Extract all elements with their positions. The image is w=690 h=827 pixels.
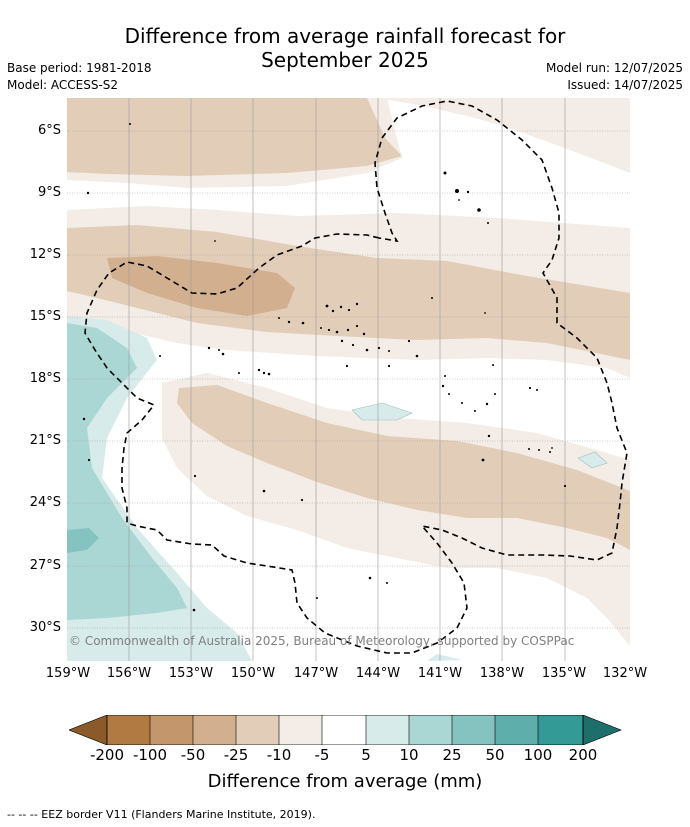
colorbar-tick-10: 50 [485, 746, 505, 764]
lat-label-9s: 9°S [37, 185, 61, 200]
colorbar-swatch-11 [538, 715, 583, 745]
lat-label-18s: 18°S [29, 371, 61, 386]
lon-label-159w: 159°W [45, 666, 91, 681]
colorbar-tick-3: -50 [180, 746, 206, 764]
lon-label-153w: 153°W [168, 666, 214, 681]
lat-label-30s: 30°S [29, 620, 61, 635]
colorbar-swatch-10 [495, 715, 538, 745]
rainfall-map [67, 98, 630, 661]
colorbar-tick-8: 10 [399, 746, 419, 764]
colorbar-tick-6: -5 [314, 746, 330, 764]
islands [82, 123, 567, 612]
lon-label-156w: 156°W [106, 666, 152, 681]
lon-label-147w: 147°W [293, 666, 339, 681]
chart-title: Difference from average rainfall forecas… [0, 24, 690, 72]
colorbar-tick-2: -100 [132, 746, 168, 764]
colorbar-swatch-5 [279, 715, 322, 745]
colorbar-tick-5: -10 [266, 746, 292, 764]
eez-footnote: -- -- -- EEZ border V11 (Flanders Marine… [7, 808, 316, 821]
model-run: Model run: 12/07/2025 [545, 61, 683, 75]
anomaly-region-tan-mid [67, 225, 630, 360]
colorbar-swatch-7 [366, 715, 409, 745]
colorbar-tick-9: 25 [442, 746, 462, 764]
eez-border [84, 100, 628, 654]
lon-label-132w: 132°W [602, 666, 648, 681]
lon-label-141w: 141°W [417, 666, 463, 681]
colorbar [68, 714, 622, 749]
meta-left: Base period: 1981-2018 Model: ACCESS-S2 [7, 60, 152, 94]
anomaly-region-dark-tan [107, 256, 295, 316]
model-name: Model: ACCESS-S2 [7, 78, 119, 92]
anomaly-region-teal-west [67, 323, 187, 620]
colorbar-tick-12: 200 [568, 746, 598, 764]
colorbar-tick-7: 5 [361, 746, 371, 764]
lon-label-150w: 150°W [230, 666, 276, 681]
colorbar-label: Difference from average (mm) [207, 771, 483, 792]
colorbar-swatch-8 [409, 715, 452, 745]
anomaly-region-light-brown-north [67, 98, 630, 173]
lon-label-138w: 138°W [479, 666, 525, 681]
anomaly-region-light-teal-small-2 [577, 451, 608, 469]
title-line-1: Difference from average rainfall forecas… [124, 24, 566, 48]
map-canvas [67, 98, 630, 661]
colorbar-swatch-1 [107, 715, 150, 745]
colorbar-graphic [68, 714, 622, 746]
lat-label-6s: 6°S [37, 123, 61, 138]
anomaly-region-light-teal-small-1 [351, 402, 413, 421]
colorbar-swatch-4 [236, 715, 279, 745]
lat-label-24s: 24°S [29, 495, 61, 510]
anomaly-region-dark-teal-west [67, 528, 99, 553]
lat-label-15s: 15°S [29, 309, 61, 324]
meta-right: Model run: 12/07/2025 Issued: 14/07/2025 [546, 60, 683, 94]
lon-label-144w: 144°W [355, 666, 401, 681]
lat-label-27s: 27°S [29, 558, 61, 573]
lat-label-12s: 12°S [29, 247, 61, 262]
issued-date: Issued: 14/07/2025 [567, 78, 683, 92]
colorbar-swatch-9 [452, 715, 495, 745]
base-period: Base period: 1981-2018 [7, 61, 152, 75]
copyright-notice: © Commonwealth of Australia 2025, Bureau… [69, 634, 575, 648]
colorbar-tick-11: 100 [523, 746, 553, 764]
lon-label-135w: 135°W [541, 666, 587, 681]
colorbar-tick-1: -200 [89, 746, 125, 764]
anomaly-region-light-teal-small-3 [427, 654, 462, 661]
anomaly-region-tan-north [67, 98, 402, 176]
colorbar-swatch-3 [193, 715, 236, 745]
title-line-2: September 2025 [261, 48, 429, 72]
colorbar-swatch-high-extend [582, 714, 622, 746]
anomaly-region-tan-south [177, 385, 630, 550]
colorbar-swatch-low-extend [68, 714, 108, 746]
colorbar-swatch-2 [150, 715, 193, 745]
colorbar-tick-4: -25 [223, 746, 249, 764]
lat-label-21s: 21°S [29, 433, 61, 448]
colorbar-swatch-6 [322, 715, 366, 745]
